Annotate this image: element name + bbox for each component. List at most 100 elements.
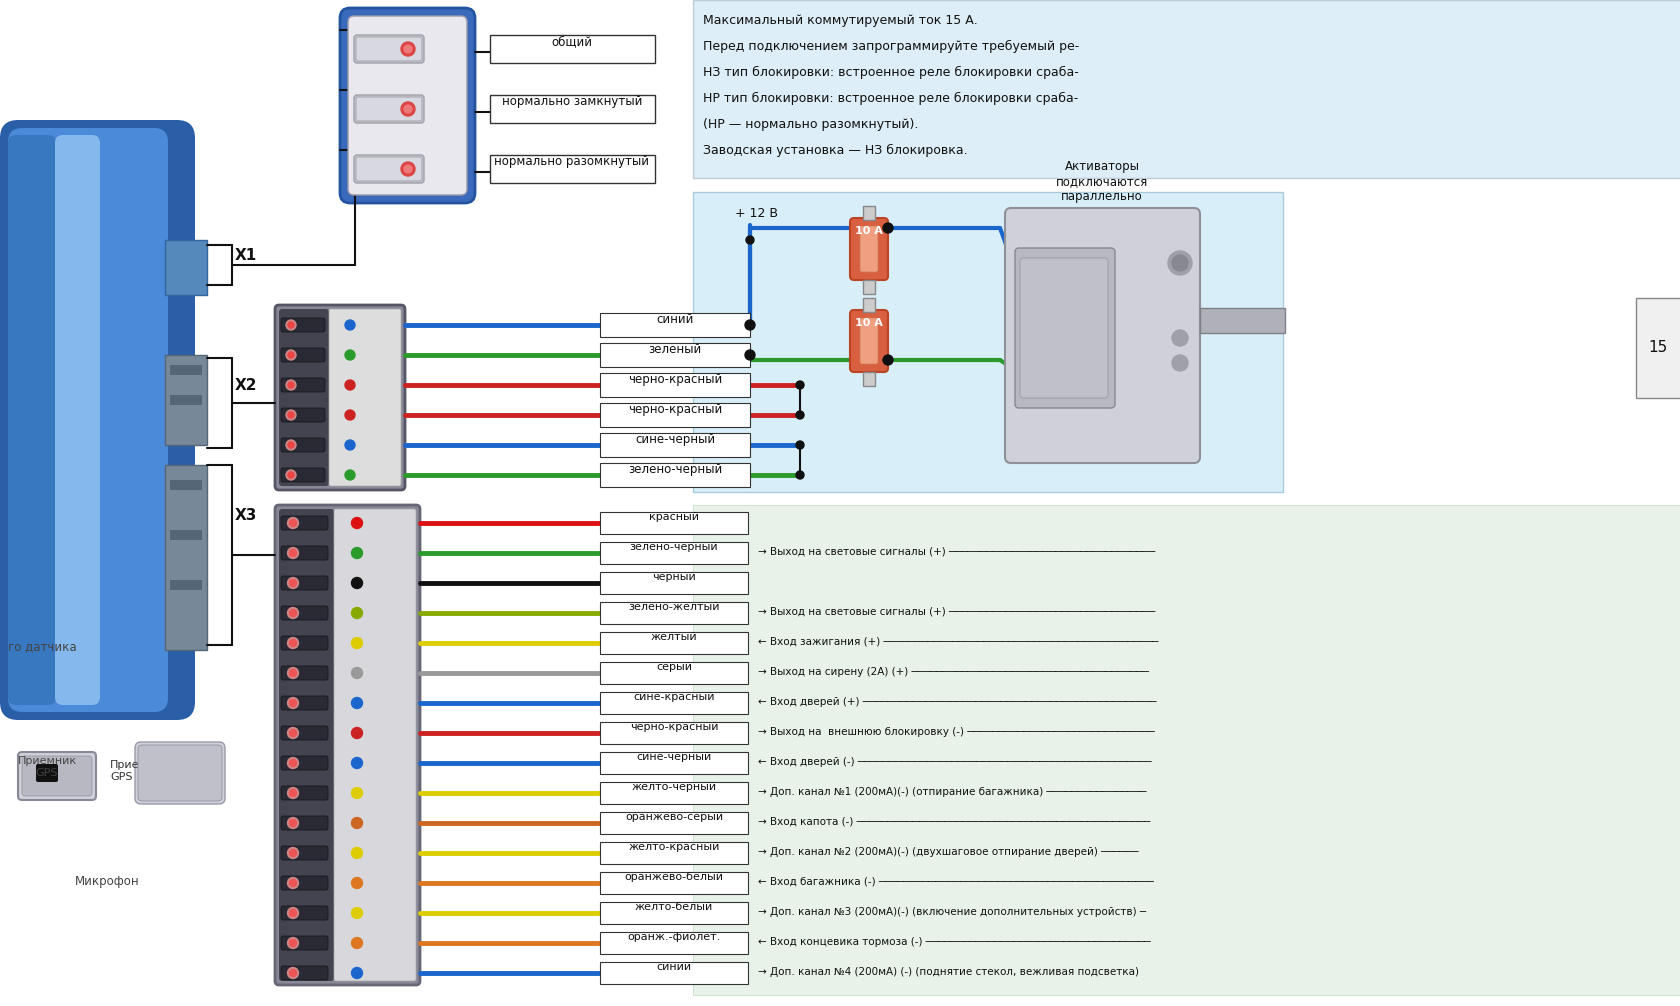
FancyBboxPatch shape xyxy=(600,752,748,774)
Text: → Выход на сирену (2А) (+) ──────────────────────────────────────: → Выход на сирену (2А) (+) ─────────────… xyxy=(758,667,1149,677)
Circle shape xyxy=(351,788,363,799)
Text: красный: красный xyxy=(648,512,699,522)
Circle shape xyxy=(289,970,296,977)
FancyBboxPatch shape xyxy=(170,480,202,490)
Circle shape xyxy=(351,697,363,708)
Circle shape xyxy=(286,410,296,420)
Circle shape xyxy=(286,320,296,330)
Circle shape xyxy=(289,640,296,647)
Circle shape xyxy=(289,790,296,797)
FancyBboxPatch shape xyxy=(692,0,1680,178)
Circle shape xyxy=(402,102,415,116)
Circle shape xyxy=(351,547,363,558)
Circle shape xyxy=(351,818,363,829)
FancyBboxPatch shape xyxy=(600,373,749,397)
Text: сине-красный: сине-красный xyxy=(633,692,714,702)
FancyBboxPatch shape xyxy=(600,542,748,564)
FancyBboxPatch shape xyxy=(281,546,328,560)
Text: го датчика: го датчика xyxy=(8,640,77,653)
Circle shape xyxy=(289,909,296,916)
Text: → Доп. канал №4 (200мА) (-) (поднятие стекол, вежливая подсветка): → Доп. канал №4 (200мА) (-) (поднятие ст… xyxy=(758,967,1139,977)
Circle shape xyxy=(287,472,294,478)
Circle shape xyxy=(289,670,296,676)
Circle shape xyxy=(287,442,294,448)
FancyBboxPatch shape xyxy=(356,37,422,61)
FancyBboxPatch shape xyxy=(1635,298,1680,398)
Circle shape xyxy=(351,577,363,589)
Circle shape xyxy=(287,697,299,708)
Circle shape xyxy=(286,350,296,360)
FancyBboxPatch shape xyxy=(860,226,877,272)
Text: зеленый: зеленый xyxy=(648,343,701,356)
FancyBboxPatch shape xyxy=(279,509,334,981)
Circle shape xyxy=(796,381,803,389)
FancyBboxPatch shape xyxy=(600,812,748,834)
Text: (НР — нормально разомкнутый).: (НР — нормально разомкнутый). xyxy=(702,118,917,131)
Circle shape xyxy=(402,162,415,176)
Text: Микрофон: Микрофон xyxy=(76,875,139,888)
Circle shape xyxy=(403,165,412,173)
FancyBboxPatch shape xyxy=(348,16,467,195)
Text: X1: X1 xyxy=(235,247,257,263)
FancyBboxPatch shape xyxy=(354,155,423,183)
FancyBboxPatch shape xyxy=(600,572,748,594)
FancyBboxPatch shape xyxy=(600,602,748,624)
Text: 15: 15 xyxy=(1648,340,1667,355)
Circle shape xyxy=(287,547,299,558)
Text: Приемник
GPS: Приемник GPS xyxy=(109,760,170,782)
FancyBboxPatch shape xyxy=(165,355,207,445)
FancyBboxPatch shape xyxy=(600,512,748,534)
Circle shape xyxy=(289,579,296,586)
FancyBboxPatch shape xyxy=(165,465,207,650)
FancyBboxPatch shape xyxy=(35,764,59,782)
FancyBboxPatch shape xyxy=(489,35,655,63)
FancyBboxPatch shape xyxy=(1015,248,1114,408)
Circle shape xyxy=(351,608,363,619)
Circle shape xyxy=(287,818,299,829)
Circle shape xyxy=(287,968,299,979)
FancyBboxPatch shape xyxy=(600,313,749,337)
FancyBboxPatch shape xyxy=(281,756,328,770)
FancyBboxPatch shape xyxy=(276,305,405,490)
Circle shape xyxy=(796,471,803,479)
Circle shape xyxy=(744,320,754,330)
Text: Активаторы
подключаются
параллельно: Активаторы подключаются параллельно xyxy=(1055,160,1147,203)
Circle shape xyxy=(287,382,294,388)
Text: черно-красный: черно-красный xyxy=(628,373,722,386)
Text: X2: X2 xyxy=(235,377,257,392)
FancyBboxPatch shape xyxy=(281,696,328,710)
FancyBboxPatch shape xyxy=(281,846,328,860)
Circle shape xyxy=(287,412,294,418)
Circle shape xyxy=(351,638,363,649)
FancyBboxPatch shape xyxy=(850,310,887,372)
Circle shape xyxy=(351,517,363,528)
Text: → Выход на световые сигналы (+) ─────────────────────────────────: → Выход на световые сигналы (+) ────────… xyxy=(758,547,1154,557)
Circle shape xyxy=(289,610,296,617)
FancyBboxPatch shape xyxy=(22,756,92,796)
FancyBboxPatch shape xyxy=(0,120,195,720)
FancyBboxPatch shape xyxy=(354,35,423,63)
FancyBboxPatch shape xyxy=(170,580,202,590)
Circle shape xyxy=(351,968,363,979)
Text: ← Вход дверей (-) ───────────────────────────────────────────────: ← Вход дверей (-) ──────────────────────… xyxy=(758,757,1151,767)
FancyBboxPatch shape xyxy=(281,816,328,830)
FancyBboxPatch shape xyxy=(600,902,748,924)
Circle shape xyxy=(351,907,363,918)
Circle shape xyxy=(287,577,299,589)
FancyBboxPatch shape xyxy=(281,516,328,530)
Text: сине-черный: сине-черный xyxy=(635,433,714,446)
Circle shape xyxy=(289,549,296,556)
Circle shape xyxy=(882,223,892,233)
FancyBboxPatch shape xyxy=(281,468,324,482)
FancyBboxPatch shape xyxy=(8,128,168,712)
Circle shape xyxy=(1168,252,1191,275)
Circle shape xyxy=(289,940,296,947)
FancyBboxPatch shape xyxy=(692,505,1680,995)
Circle shape xyxy=(286,470,296,480)
Circle shape xyxy=(289,820,296,827)
Circle shape xyxy=(287,788,299,799)
Text: → Доп. канал №1 (200мА)(-) (отпирание багажника) ────────────────: → Доп. канал №1 (200мА)(-) (отпирание ба… xyxy=(758,787,1146,797)
FancyBboxPatch shape xyxy=(600,632,748,654)
Circle shape xyxy=(289,879,296,886)
Text: ← Вход концевика тормоза (-) ────────────────────────────────────: ← Вход концевика тормоза (-) ───────────… xyxy=(758,937,1151,947)
